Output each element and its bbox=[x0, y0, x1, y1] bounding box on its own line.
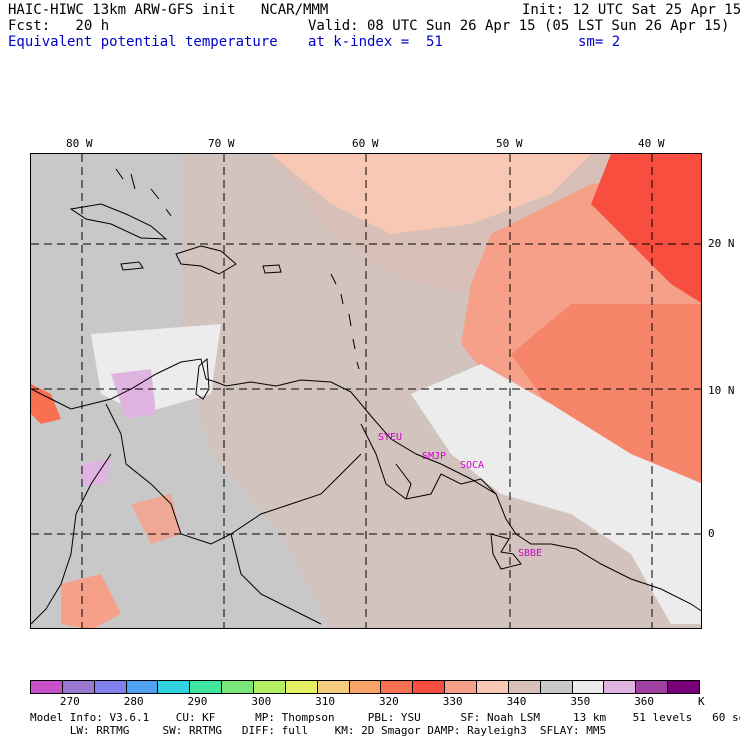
legend-swatch bbox=[604, 681, 637, 693]
legend-swatch bbox=[413, 681, 446, 693]
legend-tick-label: 350 bbox=[570, 695, 591, 708]
legend-swatch bbox=[381, 681, 414, 693]
lon-label-50w: 50 W bbox=[496, 137, 523, 150]
salmon-north bbox=[271, 154, 591, 234]
legend-tick-label: 320 bbox=[378, 695, 399, 708]
lat-label-10n: 10 N bbox=[708, 384, 735, 397]
legend-unit: K bbox=[698, 695, 705, 708]
legend-tick-label: 310 bbox=[315, 695, 336, 708]
pink-spot bbox=[131, 494, 181, 544]
legend-swatch bbox=[349, 681, 382, 693]
lon-label-60w: 60 W bbox=[352, 137, 379, 150]
station-label: SBBE bbox=[518, 548, 543, 559]
legend-swatch bbox=[668, 681, 700, 693]
legend-swatch bbox=[572, 681, 605, 693]
legend-swatch bbox=[190, 681, 223, 693]
field-name: Equivalent potential temperature bbox=[8, 34, 278, 50]
legend-swatch bbox=[285, 681, 318, 693]
lat-label-0: 0 bbox=[708, 527, 715, 540]
lon-label-40w: 40 W bbox=[638, 137, 665, 150]
map-panel bbox=[30, 153, 702, 629]
smoothing-info: sm= 2 bbox=[578, 34, 621, 50]
legend-tick-label: 280 bbox=[123, 695, 144, 708]
white-patch-east bbox=[411, 364, 701, 624]
orange-spot-west bbox=[31, 384, 61, 424]
legend-swatch bbox=[62, 681, 95, 693]
lon-label-70w: 70 W bbox=[208, 137, 235, 150]
station-label: SYEU bbox=[378, 432, 403, 443]
coastlines bbox=[31, 168, 701, 625]
legend-swatch bbox=[31, 681, 63, 693]
theta-e-map bbox=[31, 154, 701, 628]
legend-tick-label: 300 bbox=[251, 695, 272, 708]
legend-swatch bbox=[445, 681, 478, 693]
lat-label-20n: 20 N bbox=[708, 237, 735, 250]
legend-swatch bbox=[317, 681, 350, 693]
lon-label-80w: 80 W bbox=[66, 137, 93, 150]
legend-swatch bbox=[540, 681, 573, 693]
station-label: SMJP bbox=[422, 451, 447, 462]
legend-swatch bbox=[94, 681, 127, 693]
title-line: HAIC-HIWC 13km ARW-GFS init NCAR/MMM bbox=[8, 2, 329, 18]
pink-spot-southwest bbox=[61, 574, 121, 628]
level-info: at k-index = 51 bbox=[308, 34, 443, 50]
legend-tick-label: 290 bbox=[187, 695, 208, 708]
legend-swatch bbox=[636, 681, 669, 693]
station-label: SOCA bbox=[460, 460, 485, 471]
grid-lines bbox=[31, 154, 701, 628]
purple-patch bbox=[111, 369, 156, 419]
init-time: Init: 12 UTC Sat 25 Apr 15 bbox=[522, 2, 740, 18]
legend-swatch bbox=[508, 681, 541, 693]
legend-swatch bbox=[158, 681, 191, 693]
valid-time: Valid: 08 UTC Sun 26 Apr 15 (05 LST Sun … bbox=[308, 18, 730, 34]
legend-tick-label: 270 bbox=[59, 695, 80, 708]
model-info-line1: Model Info: V3.6.1 CU: KF MP: Thompson P… bbox=[30, 711, 740, 724]
legend-tick-label: 340 bbox=[506, 695, 527, 708]
forecast-hour: Fcst: 20 h bbox=[8, 18, 110, 34]
legend-tick-label: 360 bbox=[634, 695, 655, 708]
model-info-line2: LW: RRTMG SW: RRTMG DIFF: full KM: 2D Sm… bbox=[30, 724, 607, 737]
legend-swatch bbox=[477, 681, 509, 693]
color-legend bbox=[30, 680, 700, 694]
orange-east bbox=[511, 304, 701, 503]
legend-swatch bbox=[254, 681, 286, 693]
legend-swatch bbox=[126, 681, 159, 693]
red-northeast bbox=[591, 154, 701, 303]
legend-tick-label: 330 bbox=[442, 695, 463, 708]
legend-swatch bbox=[222, 681, 255, 693]
